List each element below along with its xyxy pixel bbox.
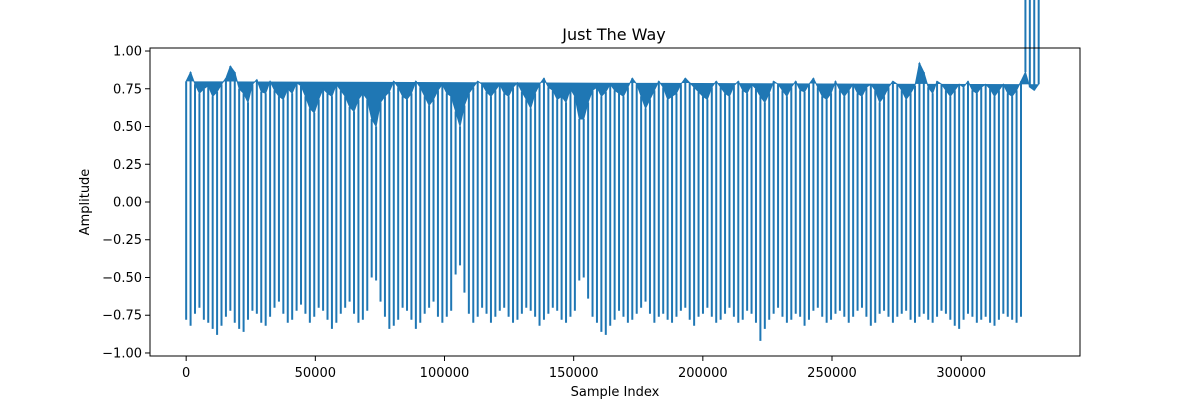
x-tick-label: 300000	[936, 366, 986, 381]
y-axis-label: Amplitude	[78, 169, 93, 236]
y-tick-label: 0.00	[113, 196, 142, 211]
x-tick-label: 150000	[549, 366, 599, 381]
y-tick-label: −1.00	[102, 346, 142, 361]
chart-title: Just The Way	[561, 25, 665, 44]
x-tick-label: 250000	[807, 366, 857, 381]
y-tick-label: 1.00	[113, 45, 142, 60]
y-tick-label: 0.75	[113, 82, 142, 97]
plot-area	[149, 0, 1081, 357]
y-tick-label: 0.50	[113, 120, 142, 135]
x-tick-label: 100000	[420, 366, 470, 381]
y-tick-label: 0.25	[113, 158, 142, 173]
waveform-series	[185, 0, 1040, 341]
y-tick-label: −0.25	[102, 233, 142, 248]
x-tick-label: 0	[182, 366, 190, 381]
y-tick-label: −0.50	[102, 271, 142, 286]
x-axis-ticks: 0 50000 100000 150000 200000 250000 300000	[182, 356, 986, 381]
y-tick-label: −0.75	[102, 309, 142, 324]
y-axis-ticks: −1.00 −0.75 −0.50 −0.25 0.00 0.25 0.50 0.75 1.00	[102, 45, 150, 361]
x-axis-label: Sample Index	[571, 385, 660, 400]
x-tick-label: 50000	[295, 366, 336, 381]
x-tick-label: 200000	[678, 366, 728, 381]
